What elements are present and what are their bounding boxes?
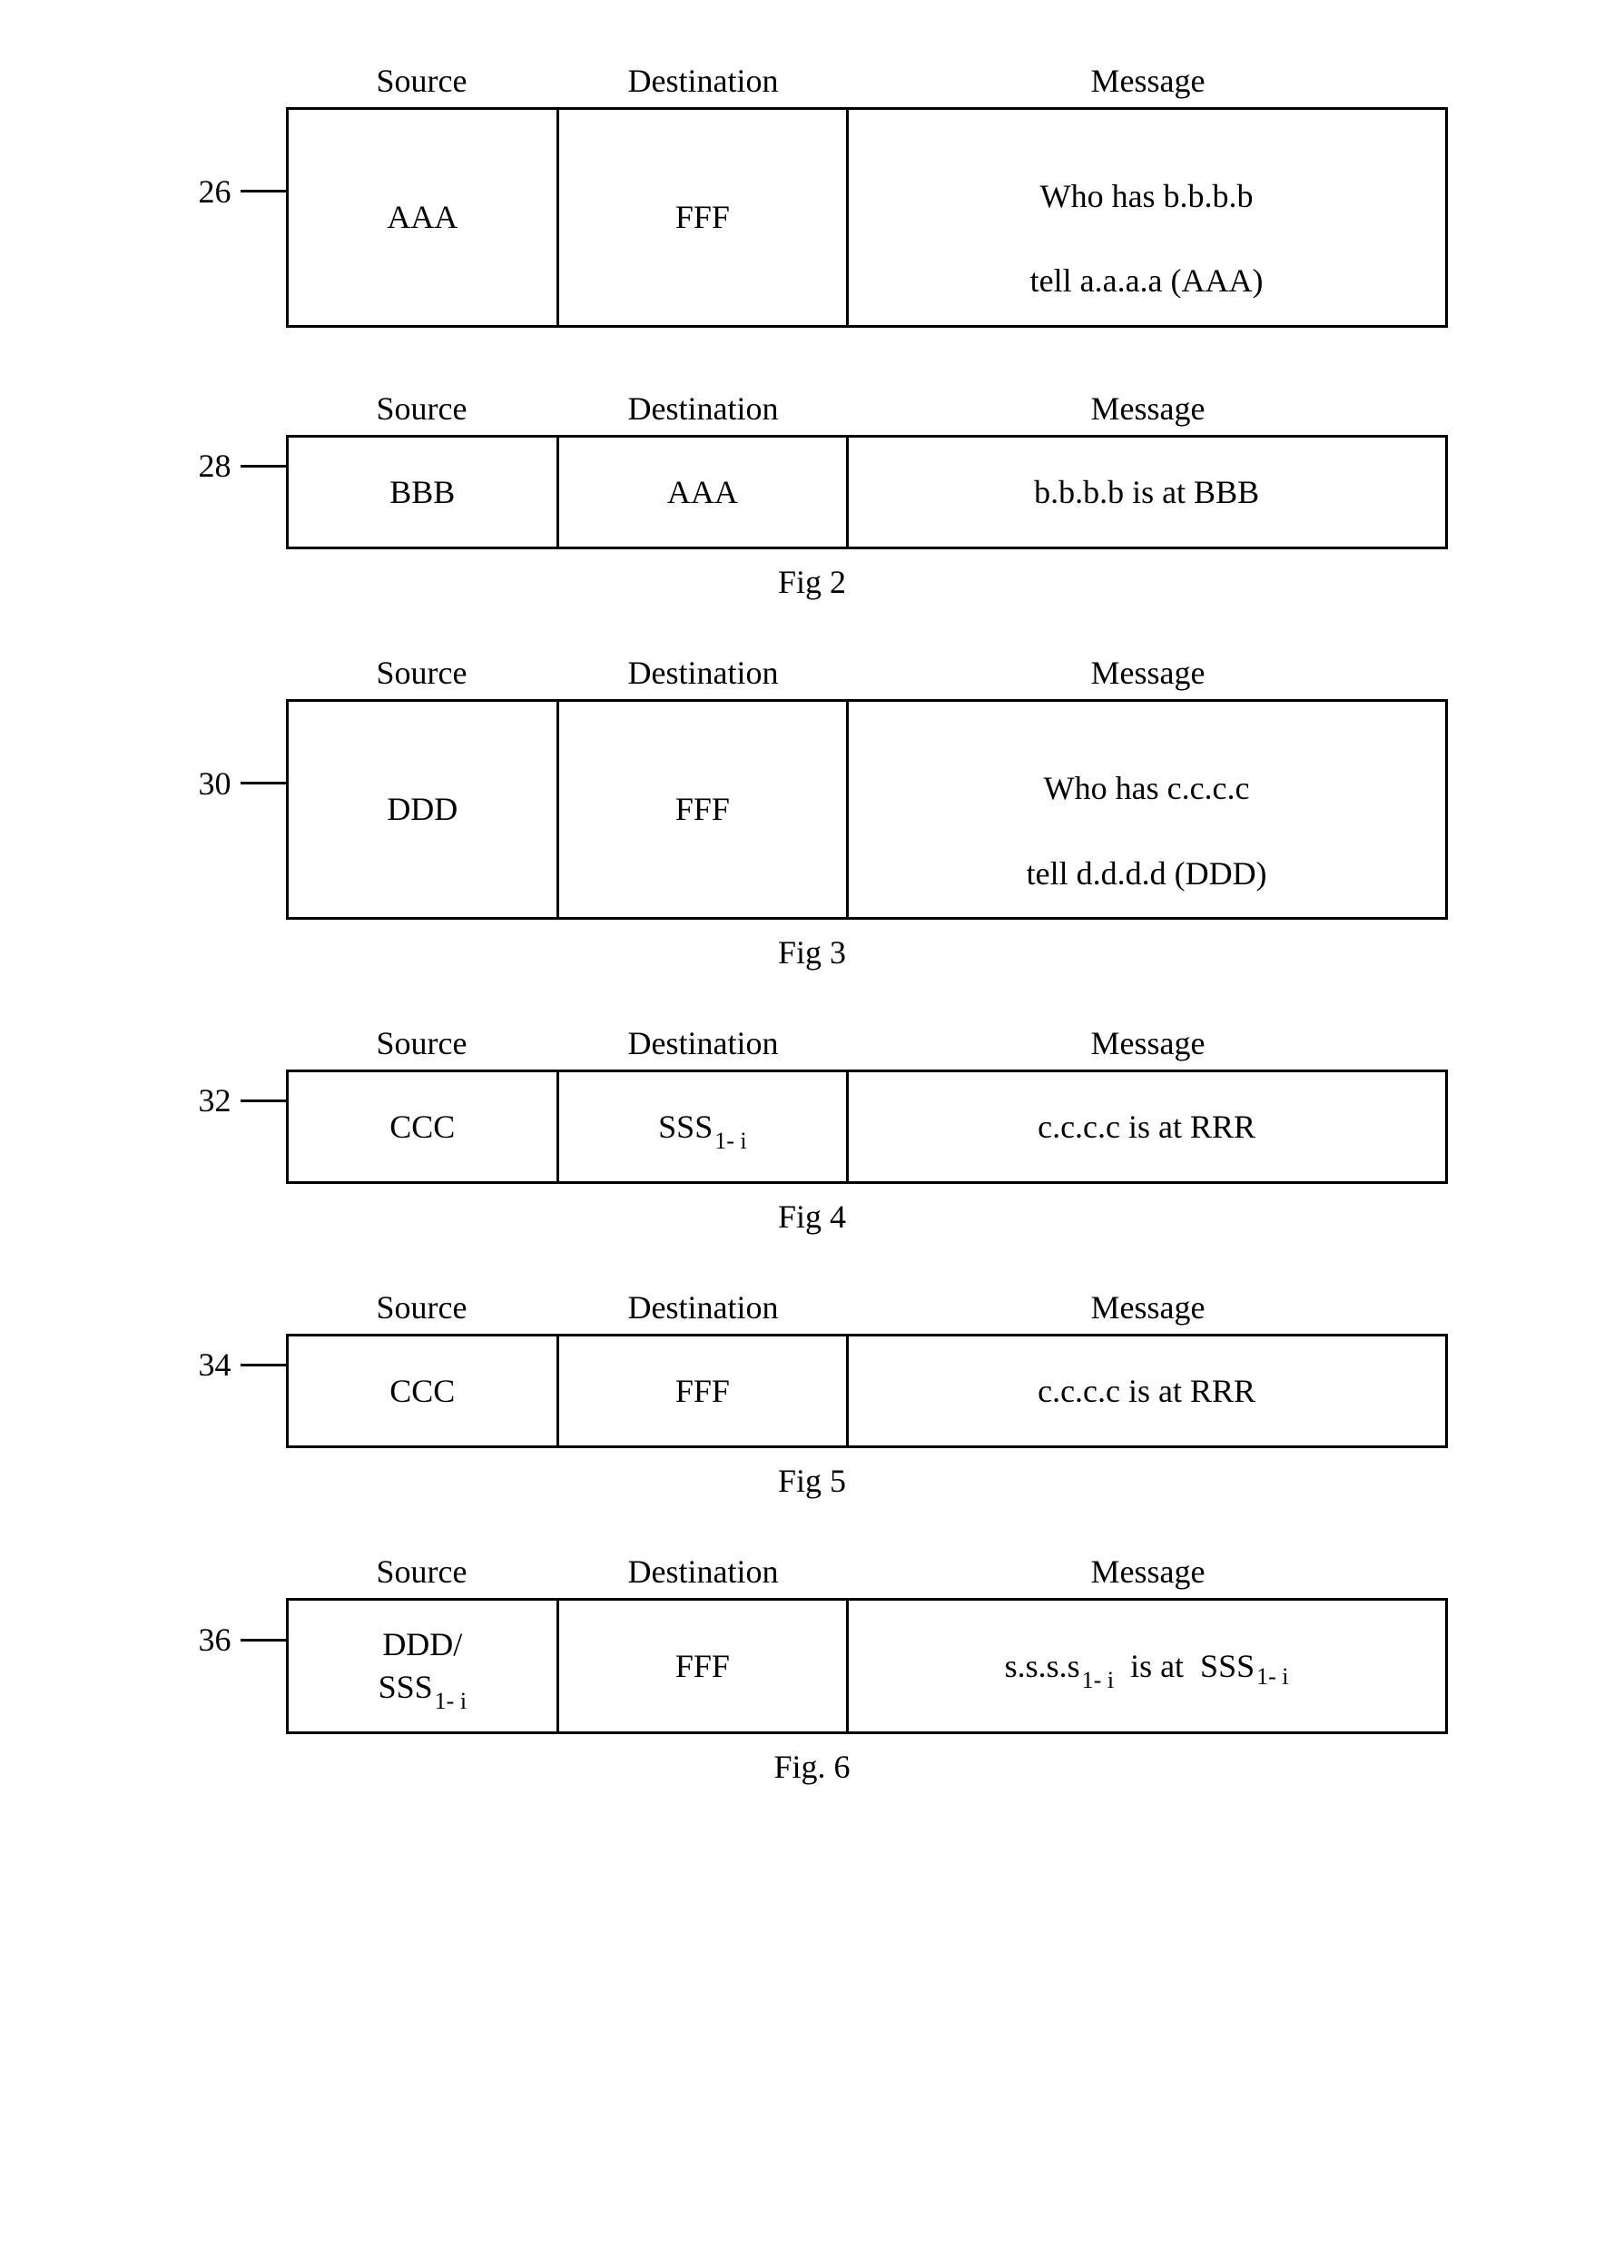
fig-3-caption: Fig 3 xyxy=(778,933,846,971)
ref-line xyxy=(241,190,286,192)
data-row: AAA FFF Who has b.b.b.b tell a.a.a.a (AA… xyxy=(286,107,1448,328)
dest-main: SSS xyxy=(658,1106,713,1149)
cell-message: c.c.c.c is at RRR xyxy=(849,1336,1445,1445)
header-message: Message xyxy=(849,1281,1448,1334)
cell-message: c.c.c.c is at RRR xyxy=(849,1072,1445,1181)
fig-6-caption: Fig. 6 xyxy=(773,1748,850,1786)
packet-table-36: Source Destination Message DDD/ SSS 1- i xyxy=(286,1545,1448,1734)
packet-ref-36: 36 xyxy=(177,1621,231,1659)
header-row: Source Destination Message xyxy=(286,1545,1448,1598)
ref-line xyxy=(241,782,286,784)
packet-28-row: 28 Source Destination Message BBB AAA b.… xyxy=(73,382,1551,549)
header-source: Source xyxy=(286,646,558,699)
header-source: Source xyxy=(286,1017,558,1070)
header-row: Source Destination Message xyxy=(286,382,1448,435)
packet-34-row: 34 Source Destination Message CCC FFF c.… xyxy=(73,1281,1551,1448)
header-row: Source Destination Message xyxy=(286,1017,1448,1070)
header-destination: Destination xyxy=(558,1017,849,1070)
cell-destination: FFF xyxy=(559,1601,849,1731)
fig-5-caption: Fig 5 xyxy=(778,1462,846,1500)
src-line1: DDD/ xyxy=(382,1626,462,1662)
header-row: Source Destination Message xyxy=(286,646,1448,699)
cell-message: s.s.s.s 1- i is at SSS 1- i xyxy=(849,1601,1445,1731)
packet-table-28: Source Destination Message BBB AAA b.b.b… xyxy=(286,382,1448,549)
cell-source: AAA xyxy=(289,110,560,325)
packet-ref-32: 32 xyxy=(177,1081,231,1119)
src-main2: SSS xyxy=(379,1666,433,1709)
packet-ref-30: 30 xyxy=(177,764,231,803)
msg-line1: Who has b.b.b.b xyxy=(1040,178,1254,214)
msg-line2: tell d.d.d.d (DDD) xyxy=(1027,855,1267,892)
figure-4-block: 32 Source Destination Message CCC SSS 1-… xyxy=(73,1017,1551,1236)
data-row: CCC FFF c.c.c.c is at RRR xyxy=(286,1334,1448,1448)
header-destination: Destination xyxy=(558,382,849,435)
cell-message: Who has c.c.c.c tell d.d.d.d (DDD) xyxy=(849,702,1445,917)
ref-line xyxy=(241,1364,286,1366)
packet-table-32: Source Destination Message CCC SSS 1- i … xyxy=(286,1017,1448,1184)
figure-6-block: 36 Source Destination Message DDD/ SSS 1… xyxy=(73,1545,1551,1786)
fig-2-caption: Fig 2 xyxy=(778,563,846,601)
cell-source: DDD xyxy=(289,702,560,917)
figure-3-block: 30 Source Destination Message DDD FFF Wh… xyxy=(73,646,1551,971)
header-row: Source Destination Message xyxy=(286,54,1448,107)
packet-ref-34: 34 xyxy=(177,1346,231,1384)
header-destination: Destination xyxy=(558,1545,849,1598)
packet-ref-26: 26 xyxy=(177,173,231,211)
data-row: DDD/ SSS 1- i FFF s.s.s.s 1- i xyxy=(286,1598,1448,1734)
header-message: Message xyxy=(849,1017,1448,1070)
msg-sub1: 1- i xyxy=(1082,1665,1114,1696)
packet-ref-28: 28 xyxy=(177,447,231,485)
cell-destination: FFF xyxy=(559,1336,849,1445)
header-source: Source xyxy=(286,1545,558,1598)
src-sub2: 1- i xyxy=(435,1686,467,1717)
msg-part1: s.s.s.s xyxy=(1005,1645,1080,1688)
figure-2-block: 26 Source Destination Message AAA FFF Wh… xyxy=(73,54,1551,601)
packet-table-26: Source Destination Message AAA FFF Who h… xyxy=(286,54,1448,328)
cell-destination: SSS 1- i xyxy=(559,1072,849,1181)
header-source: Source xyxy=(286,54,558,107)
cell-destination: AAA xyxy=(559,438,849,547)
fig-4-caption: Fig 4 xyxy=(778,1198,846,1236)
packet-36-row: 36 Source Destination Message DDD/ SSS 1… xyxy=(73,1545,1551,1734)
ref-line xyxy=(241,1639,286,1642)
header-message: Message xyxy=(849,1545,1448,1598)
msg-sub2: 1- i xyxy=(1256,1662,1288,1692)
ref-line xyxy=(241,1099,286,1102)
packet-30-row: 30 Source Destination Message DDD FFF Wh… xyxy=(73,646,1551,920)
cell-source: CCC xyxy=(289,1072,560,1181)
header-destination: Destination xyxy=(558,1281,849,1334)
cell-source: CCC xyxy=(289,1336,560,1445)
cell-message: Who has b.b.b.b tell a.a.a.a (AAA) xyxy=(849,110,1445,325)
packet-table-30: Source Destination Message DDD FFF Who h… xyxy=(286,646,1448,920)
header-source: Source xyxy=(286,382,558,435)
ref-line xyxy=(241,465,286,468)
header-destination: Destination xyxy=(558,54,849,107)
data-row: CCC SSS 1- i c.c.c.c is at RRR xyxy=(286,1070,1448,1184)
header-message: Message xyxy=(849,646,1448,699)
header-message: Message xyxy=(849,382,1448,435)
packet-table-34: Source Destination Message CCC FFF c.c.c… xyxy=(286,1281,1448,1448)
data-row: DDD FFF Who has c.c.c.c tell d.d.d.d (DD… xyxy=(286,699,1448,920)
figures-container: 26 Source Destination Message AAA FFF Wh… xyxy=(73,54,1551,1786)
msg-part2: is at SSS xyxy=(1114,1645,1255,1688)
header-row: Source Destination Message xyxy=(286,1281,1448,1334)
data-row: BBB AAA b.b.b.b is at BBB xyxy=(286,435,1448,549)
packet-26-row: 26 Source Destination Message AAA FFF Wh… xyxy=(73,54,1551,328)
cell-source: BBB xyxy=(289,438,560,547)
msg-line2: tell a.a.a.a (AAA) xyxy=(1030,262,1264,299)
packet-32-row: 32 Source Destination Message CCC SSS 1-… xyxy=(73,1017,1551,1184)
header-message: Message xyxy=(849,54,1448,107)
cell-destination: FFF xyxy=(559,702,849,917)
cell-message: b.b.b.b is at BBB xyxy=(849,438,1445,547)
cell-source: DDD/ SSS 1- i xyxy=(289,1601,560,1731)
header-source: Source xyxy=(286,1281,558,1334)
header-destination: Destination xyxy=(558,646,849,699)
dest-sub: 1- i xyxy=(714,1126,746,1157)
cell-destination: FFF xyxy=(559,110,849,325)
msg-line1: Who has c.c.c.c xyxy=(1044,770,1250,806)
figure-5-block: 34 Source Destination Message CCC FFF c.… xyxy=(73,1281,1551,1500)
